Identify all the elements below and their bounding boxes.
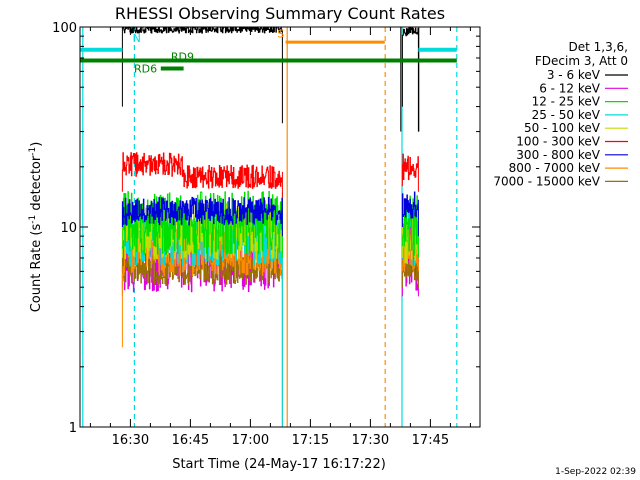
x-tick-label: 17:45 <box>412 433 449 448</box>
annotation-label: RD6 <box>134 63 157 76</box>
x-tick-label: 17:00 <box>232 433 269 448</box>
series-trace-3-6kev-1 <box>401 27 419 132</box>
plot-clipped-group: N S RD9 RD6 <box>80 27 458 427</box>
y-tick-label: 10 <box>60 221 77 236</box>
legend-label: 800 - 7000 keV <box>509 161 601 175</box>
y-tick-label: 1 <box>69 421 77 436</box>
legend-header-detectors: Det 1,3,6, <box>569 40 629 54</box>
legend-label: 3 - 6 keV <box>547 68 601 82</box>
x-tick-label: 16:45 <box>172 433 209 448</box>
legend-header-decimation: FDecim 3, Att 0 <box>535 54 628 68</box>
legend-label: 12 - 25 keV <box>532 95 601 109</box>
x-tick-label: 16:30 <box>112 433 149 448</box>
legend-label: 25 - 50 keV <box>532 108 601 122</box>
y-axis-label-main: Count Rate (s <box>29 224 44 313</box>
axes: 1 10 100 16:30 16:45 17:00 17:15 17:30 17:45 <box>52 21 481 448</box>
legend-label: 6 - 12 keV <box>539 81 601 95</box>
y-axis-label: Count Rate (s-1 detector-1) <box>28 142 44 313</box>
x-tick-label: 17:15 <box>292 433 329 448</box>
x-axis-label: Start Time (24-May-17 16:17:22) <box>172 457 386 472</box>
chart-title: RHESSI Observing Summary Count Rates <box>115 4 445 23</box>
x-tick-label: 17:30 <box>352 433 389 448</box>
y-axis-label-sup2: -1 <box>28 147 38 156</box>
y-axis-label-end: ) <box>29 142 44 147</box>
legend-label: 7000 - 15000 keV <box>493 174 600 188</box>
y-axis-label-mid: detector <box>29 155 44 215</box>
legend-label: 100 - 300 keV <box>516 135 600 149</box>
series-trace-300-800kev-0 <box>121 196 283 237</box>
y-tick-label: 100 <box>52 21 77 36</box>
series-trace-300-800kev-1 <box>401 191 419 237</box>
series-trace-100-300kev-1 <box>401 153 419 192</box>
legend-label: 300 - 800 keV <box>516 148 600 162</box>
series-trace-100-300kev-0 <box>121 152 283 198</box>
annotation-label: RD9 <box>171 51 194 64</box>
annotation-label: N <box>133 32 141 45</box>
annotation-label: S <box>277 27 284 40</box>
y-axis-label-sup1: -1 <box>28 215 38 224</box>
footer-timestamp: 1-Sep-2022 02:39 <box>555 467 636 477</box>
legend-label: 50 - 100 keV <box>524 121 601 135</box>
plot-area: N S RD9 RD6 <box>80 27 458 427</box>
